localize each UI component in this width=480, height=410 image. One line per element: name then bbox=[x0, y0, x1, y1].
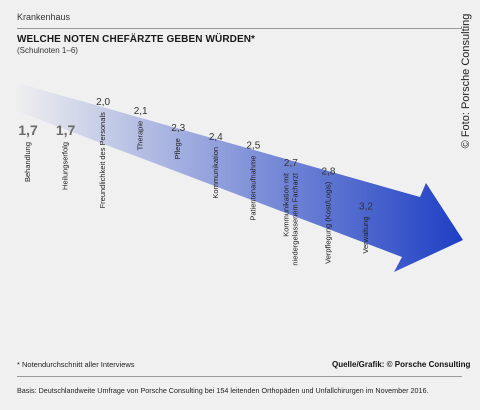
value-label: 3,2 bbox=[359, 202, 373, 213]
category-label-line: Verwaltung bbox=[361, 217, 370, 254]
category-label-line: Pflege bbox=[173, 138, 182, 159]
category-label-line: Behandlung bbox=[23, 142, 32, 182]
category-label-line: Therapie bbox=[136, 121, 145, 151]
category-label: Kommunikation mitniedergelassenem Fachar… bbox=[281, 172, 299, 265]
bottom-divider bbox=[17, 376, 462, 377]
category-label-line: Kommunikation mit bbox=[281, 172, 290, 237]
chart-title: WELCHE NOTEN CHEFÄRZTE GEBEN WÜRDEN* bbox=[17, 34, 256, 45]
photo-credit-container: © Foto: Porsche Consulting bbox=[455, 6, 477, 156]
category-label: Pflege bbox=[173, 138, 182, 159]
category-label-line: Heilungserfolg bbox=[61, 142, 70, 190]
category-label-line: Kommunikation bbox=[211, 147, 220, 199]
value-label: 1,7 bbox=[18, 122, 38, 138]
category-label: Behandlung bbox=[23, 142, 32, 182]
value-label: 2,1 bbox=[134, 106, 148, 117]
trend-arrow bbox=[14, 82, 463, 272]
value-label: 2,5 bbox=[246, 141, 260, 152]
value-label: 1,7 bbox=[56, 122, 76, 138]
category-label: Verwaltung bbox=[361, 217, 370, 254]
category-label: Heilungserfolg bbox=[61, 142, 70, 190]
category-label-line: Freundlichkeit des Personals bbox=[98, 112, 107, 209]
section-kicker: Krankenhaus bbox=[17, 12, 71, 22]
photo-credit: © Foto: Porsche Consulting bbox=[460, 13, 472, 149]
value-label: 2,0 bbox=[96, 97, 110, 108]
survey-basis: Basis: Deutschlandweite Umfrage von Pors… bbox=[17, 386, 429, 395]
top-divider bbox=[17, 28, 462, 29]
category-label: Verpflegung (Kost/Logis) bbox=[323, 181, 332, 264]
value-label: 2,7 bbox=[284, 158, 298, 169]
value-label: 2,3 bbox=[171, 123, 185, 134]
chart-subtitle: (Schulnoten 1–6) bbox=[17, 46, 78, 55]
category-label-line: Patientenaufnahme bbox=[248, 156, 257, 221]
category-label: Freundlichkeit des Personals bbox=[98, 112, 107, 209]
category-label-line: niedergelassenem Facharzt bbox=[290, 172, 299, 265]
footnote: * Notendurchschnitt aller Interviews bbox=[17, 360, 135, 369]
category-label: Therapie bbox=[136, 121, 145, 151]
value-label: 2,4 bbox=[209, 132, 223, 143]
value-label: 2,8 bbox=[321, 167, 335, 178]
category-label: Kommunikation bbox=[211, 147, 220, 199]
category-label-line: Verpflegung (Kost/Logis) bbox=[323, 181, 332, 264]
category-label: Patientenaufnahme bbox=[248, 156, 257, 221]
source-credit: Quelle/Grafik: © Porsche Consulting bbox=[332, 360, 471, 369]
